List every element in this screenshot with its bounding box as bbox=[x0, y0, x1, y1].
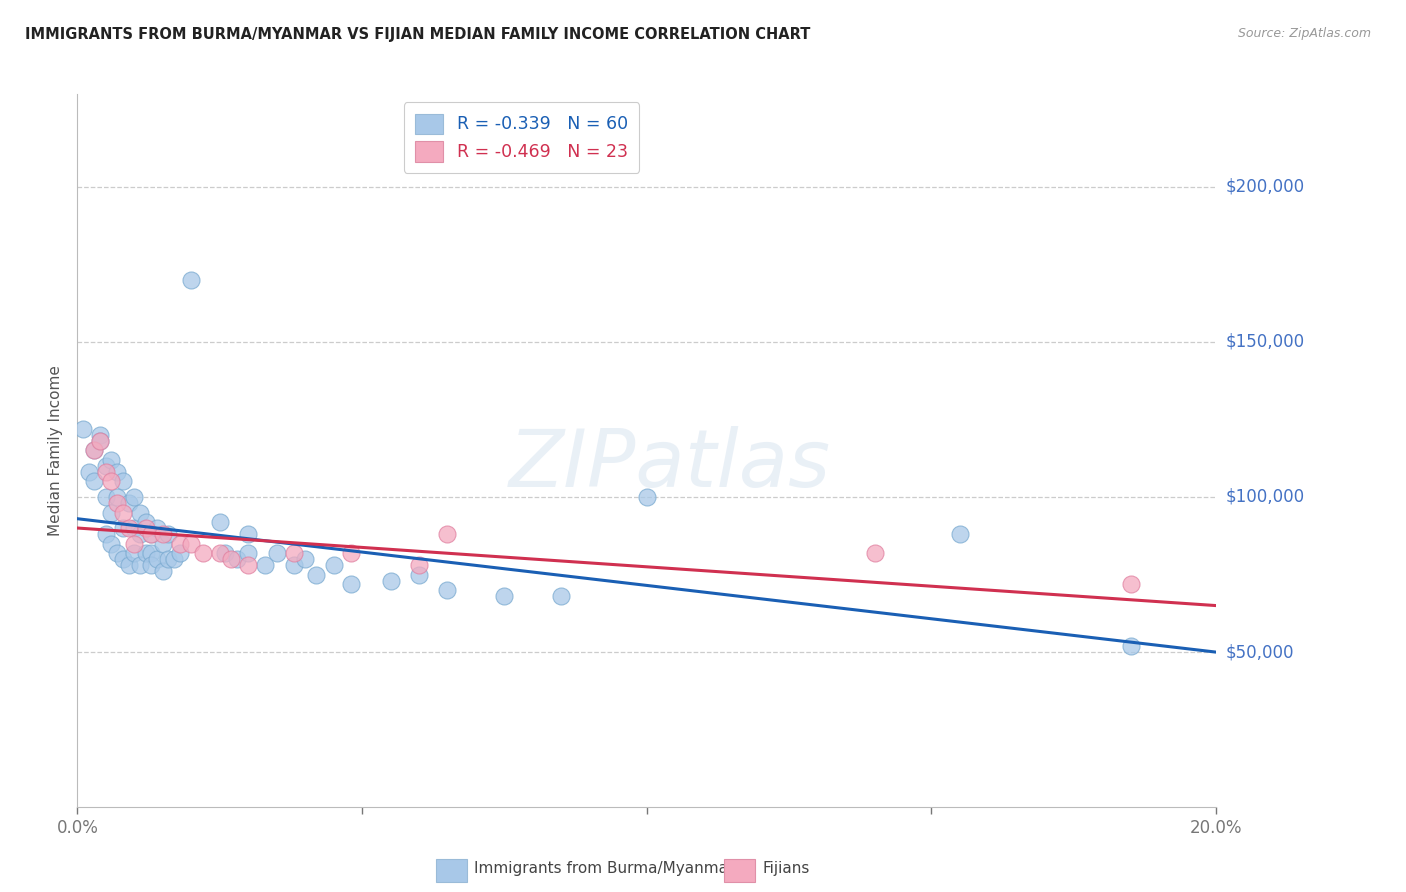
Point bbox=[100, 536, 122, 550]
Point bbox=[163, 552, 186, 566]
Point bbox=[408, 558, 430, 573]
Point bbox=[283, 558, 305, 573]
Point bbox=[94, 490, 117, 504]
Point bbox=[169, 536, 191, 550]
Point bbox=[124, 546, 146, 560]
Point bbox=[550, 589, 572, 603]
Point bbox=[191, 546, 214, 560]
Point bbox=[436, 527, 458, 541]
Point bbox=[238, 546, 260, 560]
Point bbox=[135, 521, 157, 535]
Point bbox=[863, 546, 886, 560]
Text: ZIPatlas: ZIPatlas bbox=[509, 425, 831, 504]
Text: Fijians: Fijians bbox=[762, 861, 810, 876]
Text: Source: ZipAtlas.com: Source: ZipAtlas.com bbox=[1237, 27, 1371, 40]
Point bbox=[83, 443, 105, 458]
Point bbox=[111, 475, 134, 489]
Point bbox=[129, 558, 152, 573]
Point bbox=[636, 490, 658, 504]
Point bbox=[169, 546, 191, 560]
Point bbox=[266, 546, 288, 560]
Point bbox=[77, 465, 100, 479]
Point bbox=[89, 434, 111, 449]
Point bbox=[100, 475, 122, 489]
Point bbox=[214, 546, 236, 560]
Point bbox=[141, 558, 163, 573]
Point bbox=[408, 567, 430, 582]
Text: $50,000: $50,000 bbox=[1226, 643, 1295, 661]
Point bbox=[111, 506, 134, 520]
Y-axis label: Median Family Income: Median Family Income bbox=[48, 365, 63, 536]
Text: $150,000: $150,000 bbox=[1226, 333, 1305, 351]
Point bbox=[152, 536, 174, 550]
Point bbox=[94, 527, 117, 541]
Point bbox=[152, 565, 174, 579]
Point bbox=[254, 558, 277, 573]
Point bbox=[105, 490, 128, 504]
Point bbox=[94, 458, 117, 473]
Point bbox=[208, 515, 231, 529]
Point bbox=[436, 583, 458, 598]
Point bbox=[322, 558, 344, 573]
Point bbox=[124, 536, 146, 550]
Point bbox=[72, 422, 94, 436]
Point bbox=[339, 546, 361, 560]
Point bbox=[89, 428, 111, 442]
Point bbox=[1119, 577, 1142, 591]
Point bbox=[141, 527, 163, 541]
Point bbox=[949, 527, 972, 541]
Point bbox=[117, 521, 139, 535]
Point bbox=[129, 506, 152, 520]
Legend: R = -0.339   N = 60, R = -0.469   N = 23: R = -0.339 N = 60, R = -0.469 N = 23 bbox=[404, 103, 640, 173]
Point bbox=[141, 527, 163, 541]
Point bbox=[238, 558, 260, 573]
Point bbox=[380, 574, 402, 588]
Point bbox=[339, 577, 361, 591]
Text: IMMIGRANTS FROM BURMA/MYANMAR VS FIJIAN MEDIAN FAMILY INCOME CORRELATION CHART: IMMIGRANTS FROM BURMA/MYANMAR VS FIJIAN … bbox=[25, 27, 811, 42]
Point bbox=[117, 496, 139, 510]
Point bbox=[105, 496, 128, 510]
Text: Immigrants from Burma/Myanmar: Immigrants from Burma/Myanmar bbox=[474, 861, 734, 876]
Point bbox=[100, 452, 122, 467]
Point bbox=[105, 546, 128, 560]
Point bbox=[208, 546, 231, 560]
Text: $200,000: $200,000 bbox=[1226, 178, 1305, 195]
Point bbox=[238, 527, 260, 541]
Point bbox=[180, 536, 202, 550]
Point bbox=[94, 465, 117, 479]
Point bbox=[1119, 639, 1142, 653]
Point bbox=[135, 546, 157, 560]
Point bbox=[117, 558, 139, 573]
Point bbox=[180, 273, 202, 287]
Point bbox=[294, 552, 316, 566]
Point bbox=[135, 515, 157, 529]
Point bbox=[146, 552, 169, 566]
Point bbox=[219, 552, 242, 566]
Point bbox=[83, 475, 105, 489]
Point bbox=[129, 527, 152, 541]
Point bbox=[89, 434, 111, 449]
Point bbox=[305, 567, 328, 582]
Point bbox=[141, 546, 163, 560]
Text: $100,000: $100,000 bbox=[1226, 488, 1305, 506]
Point bbox=[157, 552, 180, 566]
Point bbox=[283, 546, 305, 560]
Point bbox=[157, 527, 180, 541]
Point bbox=[124, 521, 146, 535]
Point bbox=[83, 443, 105, 458]
Point bbox=[494, 589, 516, 603]
Point bbox=[111, 552, 134, 566]
Point bbox=[146, 521, 169, 535]
Point bbox=[100, 506, 122, 520]
Point bbox=[225, 552, 247, 566]
Point bbox=[111, 521, 134, 535]
Point bbox=[152, 527, 174, 541]
Point bbox=[124, 490, 146, 504]
Point bbox=[105, 465, 128, 479]
